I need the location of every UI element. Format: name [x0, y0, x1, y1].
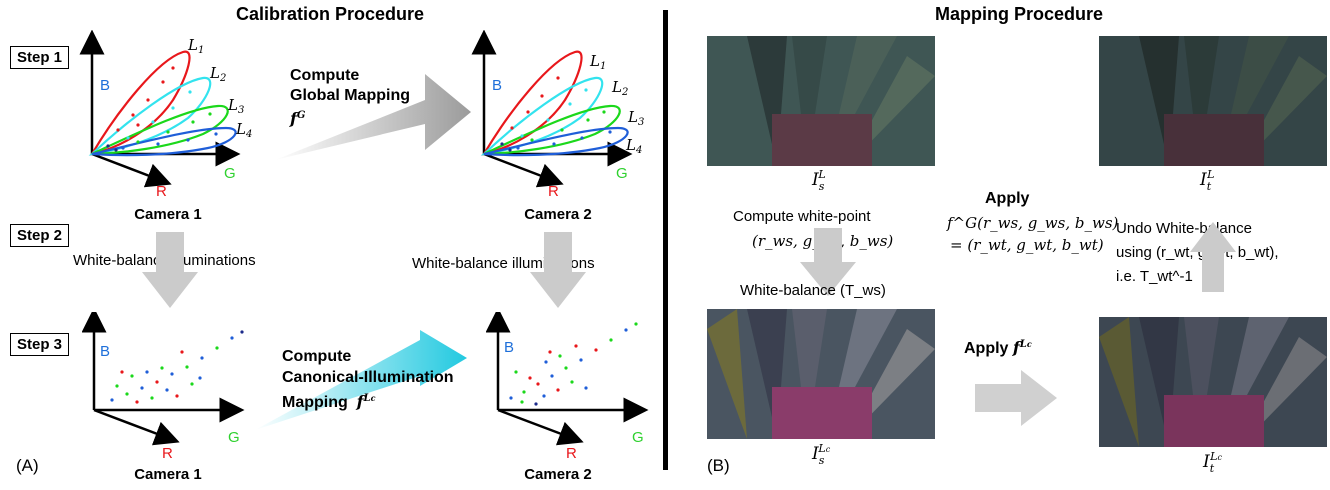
scatter-dots [106, 66, 218, 152]
wb-down-arrow [800, 228, 856, 296]
label-is-Lc: IsLc [812, 442, 831, 467]
illuminant-L4-label: L4 [236, 120, 253, 140]
illuminant-L1-label: L1 [188, 36, 205, 56]
camera2-canonical-plot: B R G [486, 312, 649, 462]
label-it-Lc: ItLc [1203, 450, 1222, 475]
cam2-illuminant-L1-label: L1 [590, 52, 607, 72]
axis-g-label: G [224, 165, 236, 182]
panel-a-label: (A) [16, 456, 39, 475]
compute-canonical-text: Compute Canonical-Illumination Mapping f… [282, 348, 454, 411]
svg-text:G: G [632, 429, 644, 446]
svg-text:G: G [616, 165, 628, 182]
ellipse-L4 [91, 126, 237, 157]
label-is-L: IsL [812, 168, 826, 193]
step2-down-arrow-left [142, 232, 198, 308]
camera1-ellipse-plot: B R G [79, 30, 241, 200]
step-3-box: Step 3 [10, 333, 70, 356]
axis-r-line [91, 152, 172, 188]
svg-text:R: R [548, 183, 559, 200]
panel-b-label: (B) [707, 456, 730, 475]
canonical-mapping-arrow [255, 330, 467, 430]
label-it-L: ItL [1200, 168, 1215, 193]
axis-b-label: B [100, 77, 110, 94]
illuminant-L3-label: L3 [228, 96, 245, 116]
svg-text:B: B [100, 343, 110, 360]
svg-text:B: B [492, 77, 502, 94]
svg-text:B: B [504, 339, 514, 356]
apply-fLc-arrow [975, 370, 1057, 426]
camera1-label-bottom: Camera 1 [134, 466, 202, 483]
undo-line-2: using (r_wt, g_wt, b_wt), [1116, 244, 1279, 261]
svg-text:R: R [162, 445, 173, 462]
step2-down-arrow-right [530, 232, 586, 308]
svg-text:G: G [228, 429, 240, 446]
section-divider [663, 10, 668, 470]
apply-expr-2: = (r_wt, g_wt, b_wt) [950, 236, 1104, 254]
step-1-box: Step 1 [10, 46, 70, 69]
undo-line-3: i.e. T_wt^-1 [1116, 268, 1193, 285]
mapping-title: Mapping Procedure [935, 4, 1104, 24]
cam2-illuminant-L4-label: L4 [626, 136, 643, 156]
photo-is-L [707, 36, 935, 166]
photo-it-L [1099, 36, 1327, 166]
white-balance-T: White-balance (T_ws) [740, 282, 886, 299]
camera2-ellipse-plot: B R G [471, 30, 633, 200]
cam2-illuminant-L3-label: L3 [628, 108, 645, 128]
compute-white-point: Compute white-point [733, 208, 871, 225]
ellipse-L3 [91, 104, 229, 156]
camera1-canonical-plot: B R G [82, 312, 245, 462]
cam2-illuminant-L2-label: L2 [612, 78, 629, 98]
camera2-label-bottom: Camera 2 [524, 466, 592, 483]
ellipse-L1 [89, 50, 191, 156]
apply-expr-1: f^G(r_ws, g_ws, b_ws) [947, 214, 1119, 232]
camera2-label-top: Camera 2 [524, 206, 592, 223]
compute-global-text: Compute Global Mapping fG [290, 67, 410, 128]
svg-text:R: R [566, 445, 577, 462]
step-2-box: Step 2 [10, 224, 70, 247]
calibration-title: Calibration Procedure [236, 4, 425, 24]
photo-is-Lc [707, 309, 935, 439]
undo-up-arrow [1190, 222, 1236, 292]
axis-r-label: R [156, 183, 167, 200]
camera1-label-top: Camera 1 [134, 206, 202, 223]
apply-fLc-label: Apply fLc [964, 338, 1032, 357]
apply-label: Apply [985, 190, 1030, 207]
illuminant-L2-label: L2 [210, 64, 227, 84]
photo-it-Lc [1099, 317, 1327, 447]
global-mapping-arrow [275, 74, 471, 160]
